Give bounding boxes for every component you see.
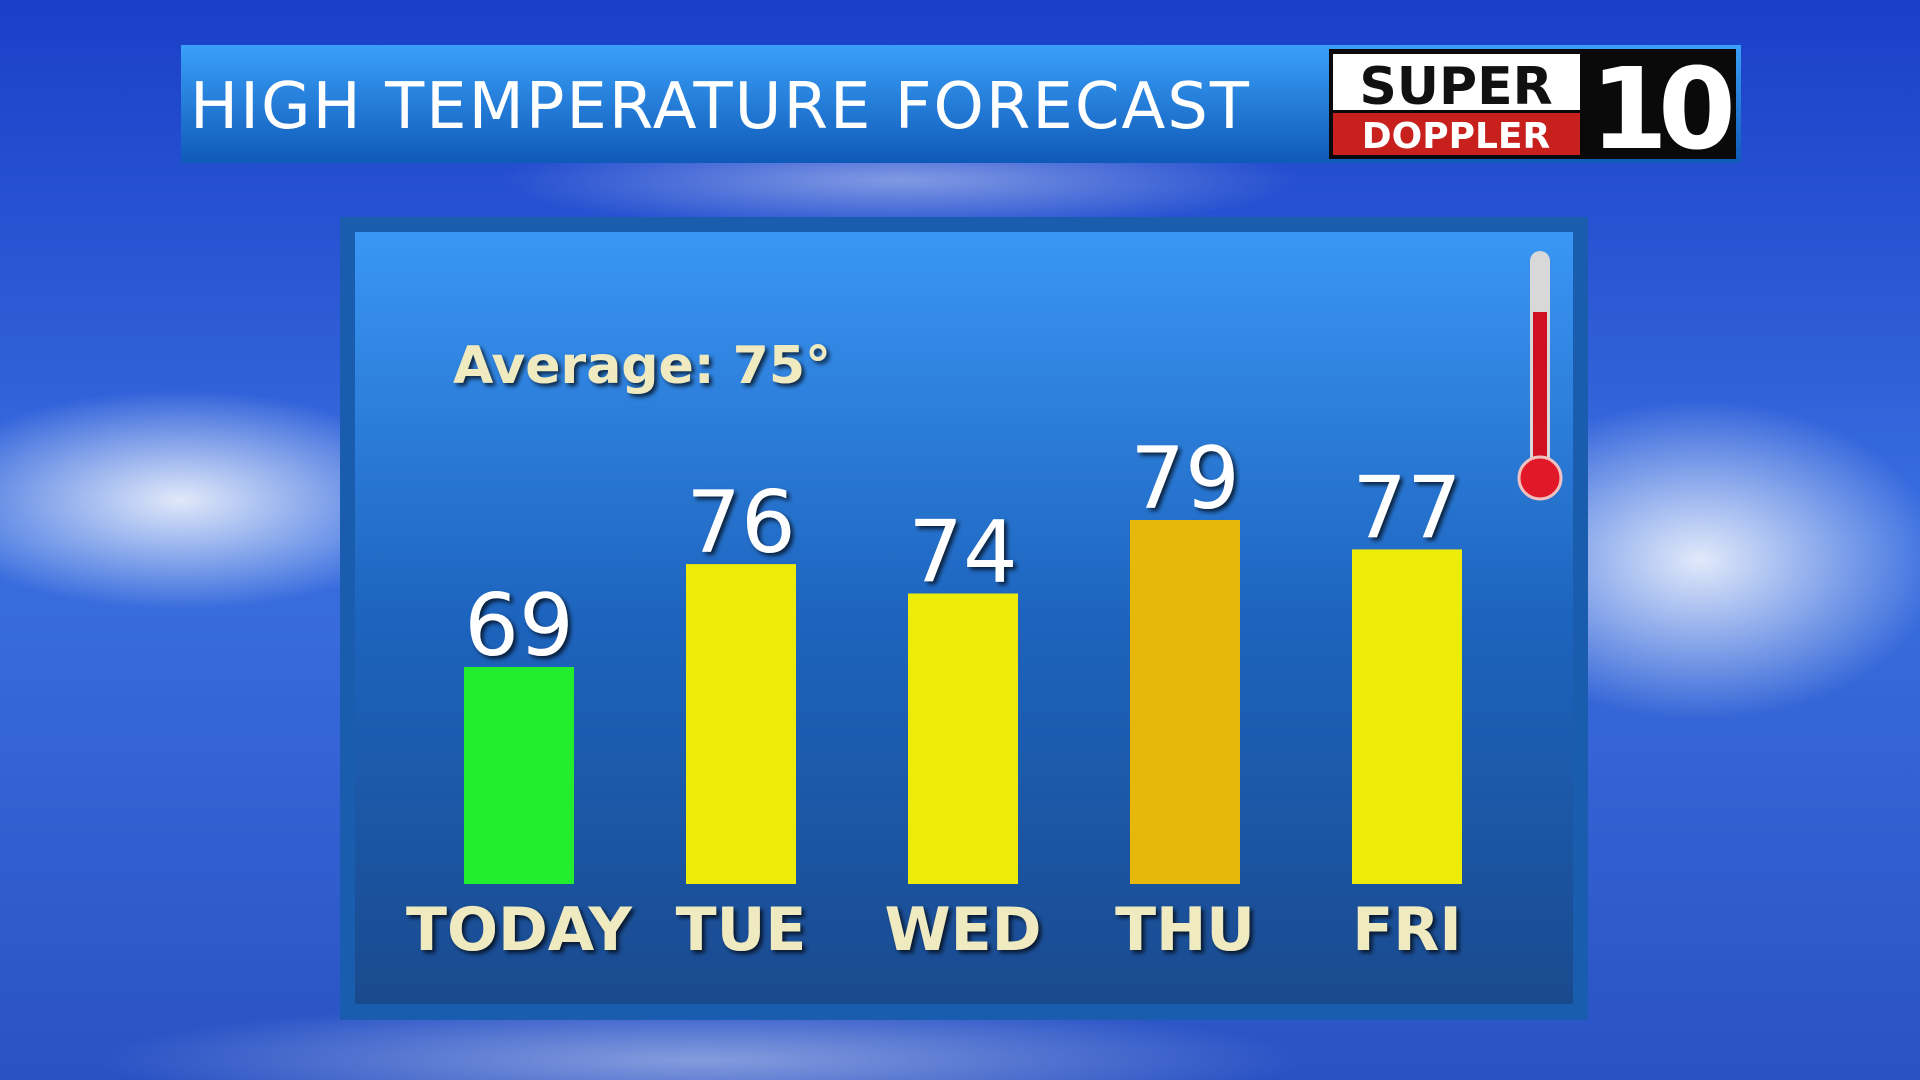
logo-top: SUPER: [1359, 57, 1552, 117]
x-tick-label: WED: [885, 895, 1042, 965]
x-tick-label: THU: [1115, 895, 1255, 965]
value-label: 76: [686, 473, 795, 573]
annotation: Average: 75°: [453, 336, 831, 396]
value-label: 69: [464, 576, 573, 676]
value-label: 79: [1130, 429, 1239, 529]
logo-top-box: [1333, 54, 1580, 110]
bar: [1130, 520, 1240, 884]
thermometer-bulb: [1517, 455, 1563, 501]
value-label: 74: [908, 503, 1017, 603]
cloud: [0, 390, 440, 610]
x-tick-label: FRI: [1352, 895, 1462, 965]
bar: [464, 667, 574, 884]
value-label: 77: [1352, 458, 1461, 558]
logo-number: 10: [1590, 45, 1731, 175]
bar: [908, 593, 1018, 884]
x-tick-label: TODAY: [406, 895, 633, 965]
cloud: [100, 1000, 1300, 1080]
thermometer-fill: [1533, 312, 1547, 482]
bar: [1352, 549, 1462, 884]
chart-title: HIGH TEMPERATURE FORECAST: [190, 70, 1251, 144]
x-tick-label: TUE: [676, 895, 807, 965]
logo-bottom: DOPPLER: [1362, 116, 1551, 157]
bar: [686, 564, 796, 884]
logo-bottom-box: [1333, 113, 1580, 155]
